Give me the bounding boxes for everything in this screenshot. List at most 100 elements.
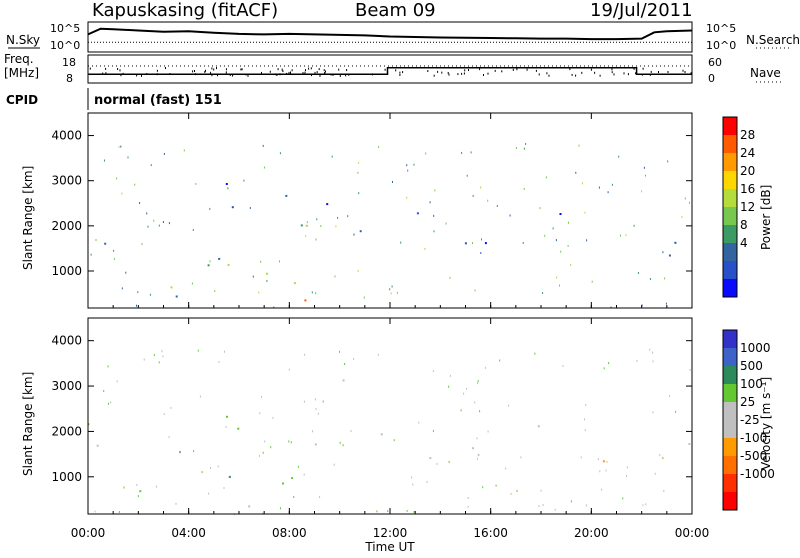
data-pixel-sparse	[542, 504, 544, 506]
data-pixel-sparse	[335, 225, 337, 228]
data-pixel-sparse	[480, 186, 482, 189]
freq-series	[88, 65, 692, 77]
data-pixel-sparse	[665, 302, 667, 305]
noise-right-tick-bottom: 10^0	[706, 39, 736, 52]
nave-tick-mark	[89, 67, 91, 70]
freq-panel-frame	[87, 54, 693, 84]
data-pixel-sparse	[139, 202, 141, 204]
nave-tick-mark	[650, 70, 652, 73]
data-pixel-sparse	[412, 483, 414, 486]
data-pixel-sparse	[432, 369, 434, 372]
freq-tick-bottom: 8	[66, 72, 73, 85]
nave-tick-mark	[641, 73, 643, 76]
data-pixel-sparse	[432, 430, 434, 433]
nave-tick-mark	[211, 74, 213, 77]
data-pixel-sparse	[279, 152, 281, 155]
colorbar-frame	[722, 329, 738, 511]
y-tick-label: 2000	[51, 219, 82, 233]
data-pixel-sparse	[449, 374, 451, 377]
data-pixel-sparse	[147, 225, 149, 228]
nave-tick-mark	[571, 73, 573, 76]
data-pixel-sparse	[110, 401, 112, 404]
data-pixel-sparse	[626, 466, 628, 469]
data-pixel-sparse	[429, 201, 431, 204]
data-pixel-sparse	[218, 361, 220, 363]
data-pixel	[237, 427, 240, 430]
data-pixel-sparse	[183, 149, 185, 152]
nave-tick-mark	[119, 69, 121, 72]
nave-tick-mark	[310, 67, 312, 70]
data-pixel-sparse	[262, 144, 264, 147]
cpid-value: normal (fast) 151	[94, 93, 222, 108]
data-pixel-sparse	[461, 151, 463, 154]
nave-tick-mark	[146, 73, 148, 76]
nave-tick-mark	[105, 67, 107, 70]
y-tick-label: 4000	[51, 334, 82, 348]
data-pixel-sparse	[261, 396, 263, 398]
data-pixel-sparse	[322, 400, 324, 403]
power-colorbar: 28 24 20 16 12 8 4	[722, 116, 755, 298]
data-pixel-sparse	[591, 280, 593, 283]
data-pixel-sparse	[223, 487, 225, 489]
data-pixel-sparse	[544, 234, 546, 237]
data-pixel-sparse	[681, 216, 683, 218]
data-pixel-sparse	[509, 214, 511, 217]
data-pixel-sparse	[474, 401, 476, 404]
data-pixel-sparse	[636, 359, 638, 362]
data-pixel-sparse	[523, 188, 525, 190]
nave-tick-mark	[338, 68, 340, 71]
data-pixel-sparse	[637, 272, 639, 274]
data-pixel-sparse	[134, 183, 136, 186]
data-pixel-sparse	[264, 440, 266, 443]
data-pixel-sparse	[150, 164, 152, 167]
power-panel-frame	[87, 112, 693, 309]
data-pixel-sparse	[659, 454, 661, 456]
nave-tick-mark	[323, 69, 325, 72]
nave-tick-mark	[448, 73, 450, 76]
data-pixel-sparse	[192, 229, 194, 231]
data-pixel-sparse	[315, 292, 317, 295]
noise-series	[87, 27, 693, 43]
x-axis-label: Time UT	[364, 540, 415, 554]
data-pixel-sparse	[136, 484, 138, 486]
data-pixel-sparse	[312, 430, 313, 433]
data-pixel-sparse	[316, 218, 318, 221]
data-pixel-sparse	[162, 355, 164, 358]
data-pixel-sparse	[350, 430, 352, 432]
data-pixel-sparse	[552, 227, 554, 230]
colorbar-frame	[722, 116, 738, 298]
data-pixel-sparse	[625, 234, 627, 237]
data-pixel-sparse	[293, 496, 295, 498]
data-pixel	[688, 443, 691, 445]
data-pixel-sparse	[601, 488, 603, 491]
data-pixel	[380, 433, 383, 436]
nave-tick-mark	[526, 68, 528, 71]
data-pixel-sparse	[319, 496, 321, 499]
colorbar-tick-label: 8	[740, 218, 748, 232]
nave-tick-mark	[633, 67, 635, 70]
data-pixel-sparse	[562, 365, 564, 367]
colorbar-swatch	[723, 474, 737, 493]
nave-tick-mark	[288, 71, 290, 74]
data-pixel-sparse	[448, 460, 450, 463]
data-pixel	[231, 206, 234, 209]
y-tick-label: 1000	[51, 264, 82, 278]
data-pixel-sparse	[175, 502, 177, 505]
data-pixel-sparse	[597, 458, 599, 461]
colorbar-tick-label: -25	[740, 413, 760, 427]
data-pixel-sparse	[387, 510, 389, 513]
data-pixel-sparse	[684, 197, 686, 200]
nave-tick-mark	[538, 73, 540, 76]
nave-tick-mark	[590, 68, 592, 71]
colorbar-swatch	[723, 384, 737, 403]
freq-tick-top: 18	[62, 56, 76, 69]
data-pixel	[282, 482, 284, 485]
data-pixel-sparse	[424, 247, 426, 250]
data-pixel-sparse	[208, 492, 210, 495]
data-pixel-sparse	[649, 278, 651, 280]
nave-tick-mark	[463, 72, 465, 75]
data-pixel-sparse	[406, 509, 408, 512]
velocity-y-axis: 4000 3000 2000 1000	[51, 334, 692, 484]
colorbar-tick-label: 20	[740, 164, 755, 178]
